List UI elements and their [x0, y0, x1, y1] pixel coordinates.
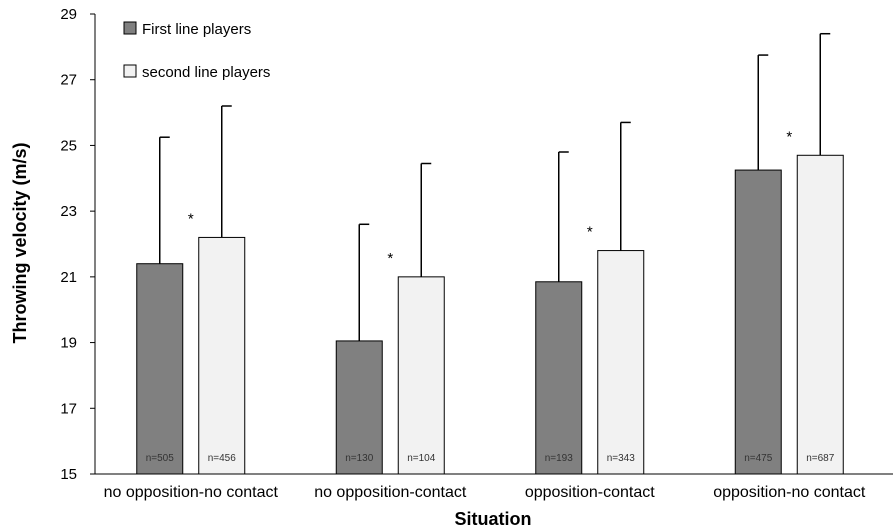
- x-category-label: opposition-contact: [525, 484, 655, 501]
- legend-label-first-line: First line players: [142, 21, 251, 38]
- significance-marker: *: [786, 128, 792, 145]
- bar-first-line: [335, 340, 383, 475]
- bar-n-label: n=505: [146, 453, 175, 464]
- y-tick-label: 17: [60, 400, 77, 417]
- bar-second-line: [198, 236, 246, 475]
- y-tick-label: 23: [60, 203, 77, 220]
- bar-second-line: [796, 154, 844, 475]
- significance-marker: *: [587, 224, 593, 241]
- x-axis-category-labels: no opposition-no contact no opposition-co…: [104, 484, 866, 501]
- significance-marker: *: [387, 250, 393, 267]
- bar-n-label: n=104: [407, 453, 436, 464]
- x-category-label: no opposition-contact: [314, 484, 467, 501]
- bar-first-line: [136, 263, 184, 475]
- bar-n-label: n=193: [545, 453, 574, 464]
- bar-n-label: n=456: [208, 453, 237, 464]
- bar-second-line: [397, 276, 445, 475]
- bar-n-label: n=687: [806, 453, 835, 464]
- y-axis-ticks: 15 17 19 21 23 25 27 29: [60, 6, 95, 483]
- bar-first-line: [734, 169, 782, 475]
- y-tick-label: 19: [60, 335, 77, 352]
- legend-label-second-line: second line players: [142, 64, 270, 81]
- y-tick-label: 15: [60, 466, 77, 483]
- y-tick-label: 25: [60, 137, 77, 154]
- y-tick-label: 21: [60, 269, 77, 286]
- bar-n-label: n=475: [744, 453, 773, 464]
- y-axis-title: Throwing velocity (m/s): [10, 142, 30, 343]
- x-category-label: opposition-no contact: [713, 484, 866, 501]
- legend: First line players second line players: [123, 21, 270, 81]
- legend-swatch-second-line: [123, 64, 137, 78]
- bar-first-line: [535, 281, 583, 475]
- y-tick-label: 29: [60, 6, 77, 23]
- x-axis-title: Situation: [455, 509, 532, 529]
- bar-n-label: n=130: [345, 453, 374, 464]
- bars-group: n=505 n=456 * n=130 n=104 * n=193 n=343 * n=475 n=…: [136, 32, 844, 475]
- x-category-label: no opposition-no contact: [104, 484, 279, 501]
- significance-marker: *: [188, 210, 194, 227]
- legend-swatch-first-line: [123, 21, 137, 35]
- bar-second-line: [597, 250, 645, 475]
- bar-n-label: n=343: [607, 453, 636, 464]
- y-tick-label: 27: [60, 72, 77, 89]
